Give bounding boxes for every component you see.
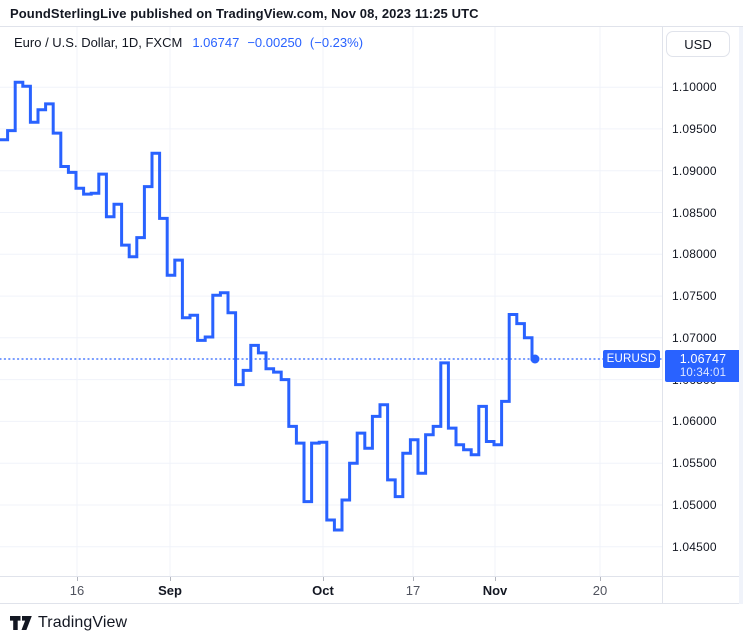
time-tick-label: Oct <box>312 583 334 598</box>
symbol-price-label: EURUSD <box>603 350 660 368</box>
price-tick-label: 1.08500 <box>672 206 717 220</box>
time-tick-mark <box>413 577 414 581</box>
price-tick-label: 1.09000 <box>672 164 717 178</box>
price-step-line <box>0 80 535 532</box>
price-tick-label: 1.07500 <box>672 289 717 303</box>
tradingview-logo[interactable]: TradingView <box>10 612 127 634</box>
time-tick-mark <box>495 577 496 581</box>
bar-countdown: 10:34:01 <box>679 367 727 379</box>
time-tick-label: 17 <box>405 583 421 598</box>
price-scale[interactable]: 1.06747 10:34:01 1.10000 1.09500 1.09000 1.… <box>663 27 743 576</box>
price-tick-label: 1.05000 <box>672 498 717 512</box>
time-tick-label: 20 <box>592 583 608 598</box>
price-tick-label: 1.07000 <box>672 331 717 345</box>
time-tick-mark <box>77 577 78 581</box>
symbol-price-label-text: EURUSD <box>606 353 657 365</box>
time-tick-label: Sep <box>158 583 182 598</box>
currency-button[interactable]: USD <box>666 31 730 57</box>
chart-canvas[interactable] <box>0 27 662 576</box>
tradingview-logo-icon <box>10 615 32 630</box>
time-tick-label: 16 <box>69 583 85 598</box>
quote-values: 1.06747 −0.00250 (−0.23%) <box>192 35 363 50</box>
currency-button-label: USD <box>684 36 712 52</box>
time-tick-mark <box>323 577 324 581</box>
price-tick-label: 1.06000 <box>672 414 717 428</box>
tradingview-logo-text: TradingView <box>38 614 128 631</box>
time-tick-label: Nov <box>482 583 508 598</box>
symbol-legend: Euro / U.S. Dollar, 1D, FXCM 1.06747 −0.… <box>14 35 363 50</box>
attribution-bar: PoundSterlingLive published on TradingVi… <box>0 0 743 27</box>
last-price-dot <box>530 354 540 364</box>
attribution-text: PoundSterlingLive published on TradingVi… <box>10 5 479 21</box>
current-price-text: 1.06747 <box>679 352 727 366</box>
price-tick-label: 1.05500 <box>672 456 717 470</box>
price-scale-separator <box>662 27 663 604</box>
time-scale[interactable]: 16 Sep Oct 17 Nov 20 <box>0 576 743 604</box>
price-tick-label: 1.10000 <box>672 80 717 94</box>
price-tick-label: 1.09500 <box>672 122 717 136</box>
change-percent-value: (−0.23%) <box>309 35 364 50</box>
symbol-title: Euro / U.S. Dollar, 1D, FXCM <box>14 35 183 50</box>
price-tick-label: 1.08000 <box>672 247 717 261</box>
price-tick-label: 1.04500 <box>672 540 717 554</box>
time-tick-mark <box>170 577 171 581</box>
last-price-value: 1.06747 <box>192 35 240 50</box>
time-tick-mark <box>600 577 601 581</box>
current-price-tag: 1.06747 10:34:01 <box>665 350 741 382</box>
change-value: −0.00250 <box>247 35 302 50</box>
right-edge-strip <box>739 27 743 604</box>
